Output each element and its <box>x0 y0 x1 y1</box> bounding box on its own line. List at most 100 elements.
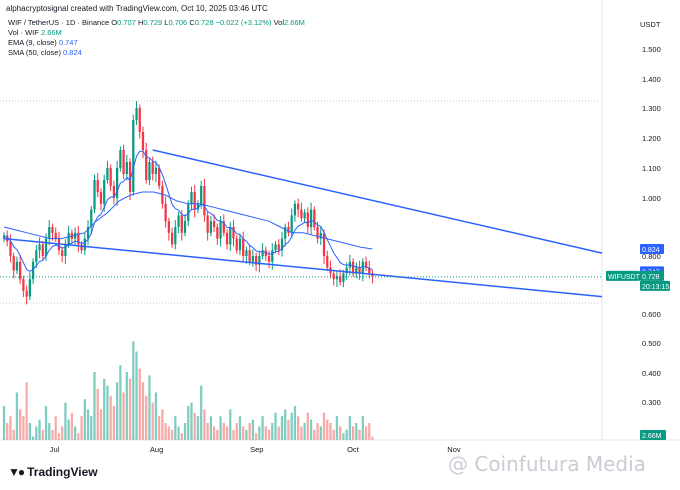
candle-body <box>235 238 238 251</box>
volume-bar <box>151 402 154 440</box>
candle-body <box>271 250 274 262</box>
candle-body <box>222 221 225 233</box>
volume-bar <box>187 406 190 440</box>
candle-body <box>106 168 109 180</box>
volume-bar <box>193 412 196 440</box>
ema-indicator-row[interactable]: EMA (9, close) 0.747 <box>8 38 305 48</box>
candle-body <box>151 162 154 174</box>
candle-body <box>12 256 15 271</box>
volume-bar <box>109 395 112 440</box>
candle-body <box>351 261 355 274</box>
candle-body <box>164 203 167 222</box>
candle-body <box>64 244 67 256</box>
candle-body <box>190 192 193 204</box>
volume-bar <box>77 433 80 440</box>
x-tick-label: Jul <box>50 445 60 454</box>
low-value: 0.706 <box>168 18 188 27</box>
candle-body <box>358 267 361 274</box>
close-label: C <box>189 18 195 27</box>
price-tag-volume-bg <box>640 430 666 440</box>
volume-bar <box>309 419 313 440</box>
volume-bar <box>271 423 274 440</box>
candle-body <box>93 180 96 210</box>
candle-body <box>219 221 222 239</box>
volume-bar <box>174 416 177 440</box>
volume-bar <box>371 436 374 440</box>
candle-body <box>248 250 251 262</box>
candle-body <box>132 120 135 192</box>
tradingview-brand[interactable]: ▼● TradingView <box>8 465 98 479</box>
volume-bar <box>313 429 316 440</box>
candle-body <box>261 250 264 256</box>
candle-body <box>293 203 297 216</box>
volume-bar <box>232 429 235 440</box>
volume-bar <box>22 416 25 440</box>
sma-indicator-row[interactable]: SMA (50, close) 0.824 <box>8 48 305 58</box>
low-label: L <box>164 18 169 27</box>
vol-indicator-value: 2.66M <box>40 28 62 37</box>
candle-body <box>148 162 151 180</box>
volume-bar <box>329 423 332 440</box>
volume-bar <box>203 409 206 440</box>
candle-body <box>51 227 54 233</box>
volume-bar <box>332 429 335 440</box>
volume-bar <box>83 399 86 440</box>
x-tick-label: Sep <box>250 445 263 454</box>
volume-bar <box>368 423 371 440</box>
currency-label[interactable]: USDT <box>640 20 661 29</box>
candle-body <box>19 261 22 280</box>
volume-bar <box>280 416 284 440</box>
volume-bar <box>164 423 167 440</box>
volume-bar <box>132 341 135 440</box>
volume-bar <box>209 416 213 440</box>
candle-body <box>254 256 258 265</box>
x-tick-label: Nov <box>447 445 461 454</box>
vol-value: 2.66M <box>284 18 305 27</box>
candle-body <box>77 232 80 245</box>
candle-body <box>297 203 300 210</box>
candle-body <box>212 221 216 227</box>
volume-bar <box>93 372 96 440</box>
candle-body <box>313 209 316 227</box>
y-tick-label: 1.400 <box>642 75 661 84</box>
volume-bar <box>70 412 74 440</box>
symbol-ohlc-row: WIF / TetherUS · 1D · Binance O0.707 H0.… <box>8 18 305 28</box>
candle-body <box>264 250 267 256</box>
volume-bar <box>138 368 141 440</box>
volume-bar <box>348 416 352 440</box>
high-value: 0.729 <box>143 18 163 27</box>
candle-body <box>326 256 329 268</box>
volume-bar <box>25 382 28 440</box>
volume-bar <box>122 392 125 440</box>
volume-bar <box>300 426 303 440</box>
candle-body <box>306 212 309 227</box>
candle-body <box>339 276 342 283</box>
candle-body <box>183 221 187 233</box>
chart-caption: alphacryptosignal created with TradingVi… <box>6 4 268 13</box>
candle-body <box>368 267 371 274</box>
sma-value: 0.824 <box>63 48 82 57</box>
volume-bar <box>51 429 54 440</box>
candle-body <box>80 244 83 251</box>
volume-bar <box>48 423 51 440</box>
candle-body <box>9 241 12 256</box>
volume-bar <box>206 423 209 440</box>
y-tick-label: 1.500 <box>642 45 661 54</box>
volume-bar <box>335 416 339 440</box>
volume-bar <box>267 429 271 440</box>
candle-body <box>170 232 174 245</box>
candle-body <box>364 261 368 268</box>
volume-bar <box>290 412 293 440</box>
candle-body <box>25 290 28 297</box>
volume-bar <box>326 419 329 440</box>
volume-bar <box>177 426 180 440</box>
candle-body <box>96 180 99 192</box>
y-tick-label: 0.400 <box>642 369 661 378</box>
candle-body <box>280 238 284 251</box>
vol-indicator-row[interactable]: Vol · WIF 2.66M <box>8 28 305 38</box>
volume-bar <box>90 416 93 440</box>
volume-bar <box>2 406 6 440</box>
candle-body <box>48 227 51 239</box>
candle-body <box>180 215 183 233</box>
